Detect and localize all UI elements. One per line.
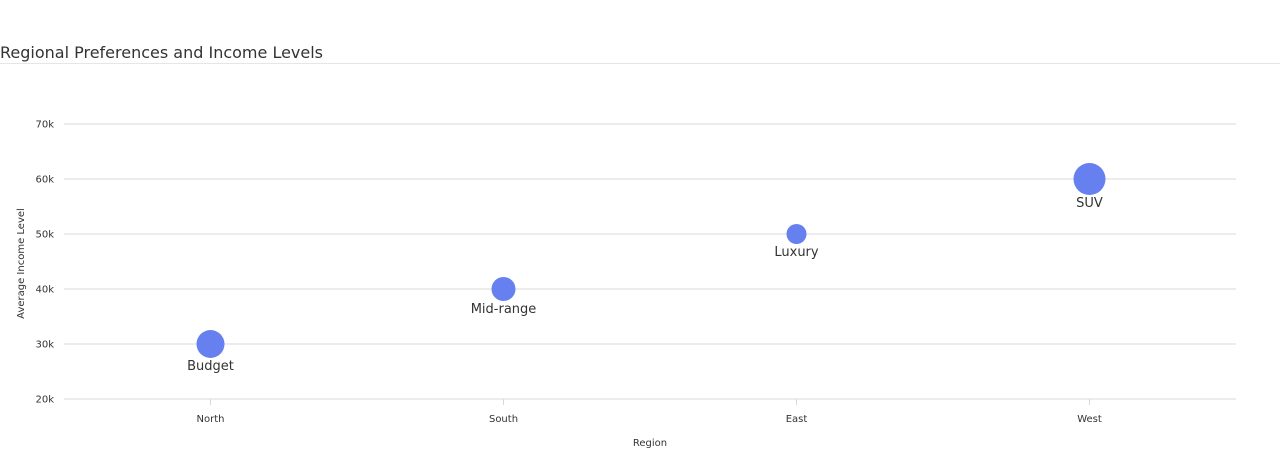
bubble-label: SUV [1076,196,1103,211]
bubble-point[interactable] [491,277,516,301]
y-tick-label: 30k [35,340,54,351]
y-tick-label: 70k [35,120,54,131]
bubble-label: Budget [187,359,234,374]
y-tick-label: 20k [35,395,54,406]
bubble-point[interactable] [196,330,225,358]
y-axis-title: Average Income Level [16,208,27,319]
bubble-label: Mid-range [471,302,537,317]
y-tick-label: 40k [35,285,54,296]
bubble-point[interactable] [1073,163,1106,195]
bubble-label: Luxury [774,245,819,260]
bubble-point[interactable] [786,224,807,244]
x-axis-title: Region [633,438,667,449]
x-axis-ticks: North South East West [197,399,1102,425]
chart-title: Regional Preferences and Income Levels [0,43,324,62]
y-tick-label: 60k [35,175,54,186]
x-tick-label: South [489,414,518,425]
x-tick-label: West [1077,414,1102,425]
gridlines [64,123,1236,400]
x-tick-label: East [786,414,808,425]
title-divider [0,63,1280,64]
y-axis-ticks: 20k 30k 40k 50k 60k 70k [35,120,54,406]
y-tick-label: 50k [35,230,54,241]
x-tick-label: North [197,414,225,425]
data-points: Budget Mid-range Luxury SUV [187,163,1106,374]
